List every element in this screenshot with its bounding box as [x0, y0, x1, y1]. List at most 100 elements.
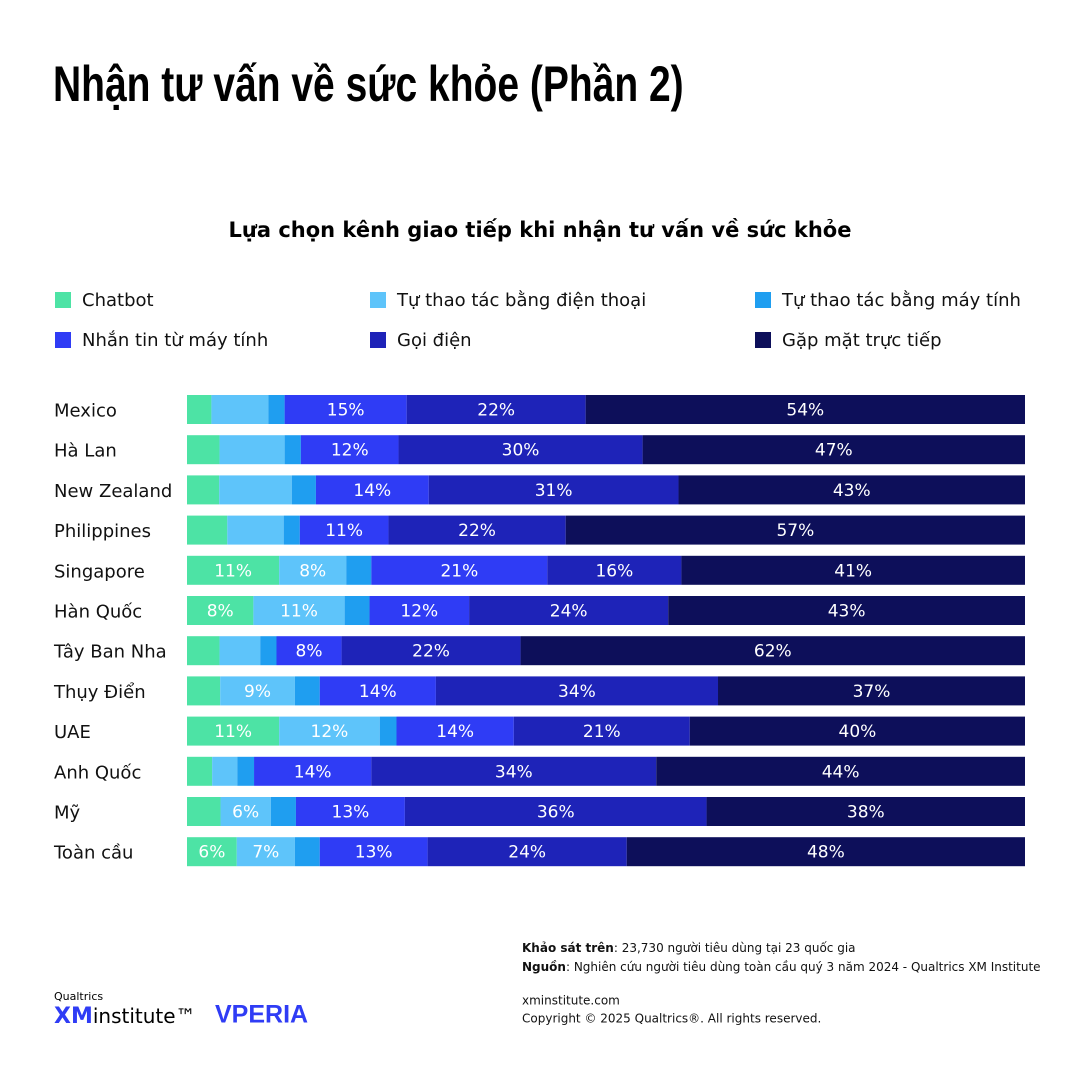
bar-segment [371, 555, 548, 585]
bar-segment [187, 395, 212, 424]
data-label: 14% [359, 682, 397, 702]
bar-segment [276, 636, 342, 666]
y-tick-label: UAE [54, 722, 91, 743]
bar-segment [344, 596, 370, 625]
bar-segment [626, 837, 1025, 867]
data-label: 24% [508, 843, 546, 863]
data-label: 14% [353, 481, 391, 501]
bar-segment [469, 596, 669, 625]
bar-segment [642, 435, 1025, 465]
data-label: 11% [214, 561, 252, 581]
bar-segment [718, 676, 1025, 706]
bar-segment [428, 475, 679, 505]
bar-segment [369, 596, 470, 625]
bar-segment [236, 837, 295, 867]
legend-swatch [755, 292, 771, 308]
legend-label: Gặp mặt trực tiếp [782, 330, 942, 351]
data-label: 48% [807, 843, 845, 863]
legend-swatch [370, 292, 386, 308]
bar-segment [547, 555, 682, 585]
data-label: 41% [834, 561, 872, 581]
y-tick-label: Hà Lan [54, 441, 117, 462]
bar-segment [253, 596, 345, 625]
legend-swatch [55, 332, 71, 348]
legend-swatch [55, 292, 71, 308]
data-label: 8% [299, 561, 326, 581]
bar-segment [187, 515, 228, 545]
footer-copyright: Copyright © 2025 Qualtrics®. All rights … [522, 1012, 821, 1026]
y-tick-label: Toàn cầu [53, 843, 133, 864]
data-label: 36% [537, 803, 575, 823]
bar-segment [187, 555, 280, 585]
bar-segment [315, 475, 429, 505]
data-label: 40% [839, 722, 877, 742]
data-label: 13% [355, 843, 393, 863]
bar-segment [212, 756, 238, 786]
bar-segment [341, 636, 521, 666]
bar-segment [656, 756, 1025, 786]
bar-segment [211, 395, 269, 424]
footer-survey: Khảo sát trên: 23,730 người tiêu dùng tạ… [522, 941, 856, 955]
bar-segment [219, 435, 285, 465]
bar-segment [219, 475, 292, 505]
bar-segment [513, 716, 690, 746]
y-tick-label: Thụy Điển [53, 682, 146, 703]
bar-segment [237, 756, 255, 786]
bar-segment [187, 676, 221, 706]
bar-segment [346, 555, 372, 585]
bar-segment [254, 756, 372, 786]
data-label: 11% [325, 521, 363, 541]
data-label: 14% [436, 722, 474, 742]
bar-segment [270, 797, 296, 826]
bar-segment [299, 515, 389, 545]
data-label: 12% [331, 441, 369, 461]
bar-segment [284, 395, 407, 424]
logo-institute: institute™ [93, 1004, 196, 1028]
data-label: 22% [412, 642, 450, 662]
logo-main: XMinstitute™ [54, 1004, 196, 1030]
data-label: 11% [214, 722, 252, 742]
bar-segment [404, 797, 707, 826]
data-label: 43% [828, 602, 866, 622]
bar-segment [187, 596, 254, 625]
bar-segment [291, 475, 316, 505]
data-label: 62% [754, 642, 792, 662]
data-label: 6% [198, 843, 225, 863]
data-label: 7% [252, 843, 279, 863]
data-label: 21% [440, 561, 478, 581]
data-label: 11% [280, 602, 318, 622]
chart-title: Nhận tư vấn về sức khỏe (Phần 2) [53, 55, 684, 112]
data-label: 44% [822, 762, 860, 782]
legend-label: Chatbot [82, 290, 154, 311]
bar-segment [427, 837, 627, 867]
bar-segment [371, 756, 657, 786]
data-label: 12% [400, 602, 438, 622]
y-tick-label: Hàn Quốc [54, 602, 142, 623]
bar-segment [300, 435, 399, 465]
bar-segment [398, 435, 643, 465]
data-label: 47% [815, 441, 853, 461]
data-label: 16% [595, 561, 633, 581]
bar-segment [187, 475, 220, 505]
data-label: 38% [847, 803, 885, 823]
bar-segment [585, 395, 1025, 424]
bar-segment [295, 797, 405, 826]
y-tick-label: New Zealand [54, 481, 172, 502]
bar-segment [284, 435, 301, 465]
bar-segment [319, 676, 436, 706]
data-label: 15% [327, 401, 365, 421]
data-label: 43% [833, 481, 871, 501]
data-label: 12% [311, 722, 349, 742]
bar-segment [681, 555, 1025, 585]
bar-segment [396, 716, 514, 746]
source-text: : Nghiên cứu người tiêu dùng toàn cầu qu… [566, 960, 1041, 974]
y-tick-label: Mexico [54, 401, 117, 422]
data-label: 34% [495, 762, 533, 782]
bar-segment [187, 435, 220, 465]
data-label: 6% [232, 803, 259, 823]
bar-segment [319, 837, 428, 867]
data-label: 8% [296, 642, 323, 662]
bar-segment [565, 515, 1025, 545]
bar-segment [689, 716, 1025, 746]
